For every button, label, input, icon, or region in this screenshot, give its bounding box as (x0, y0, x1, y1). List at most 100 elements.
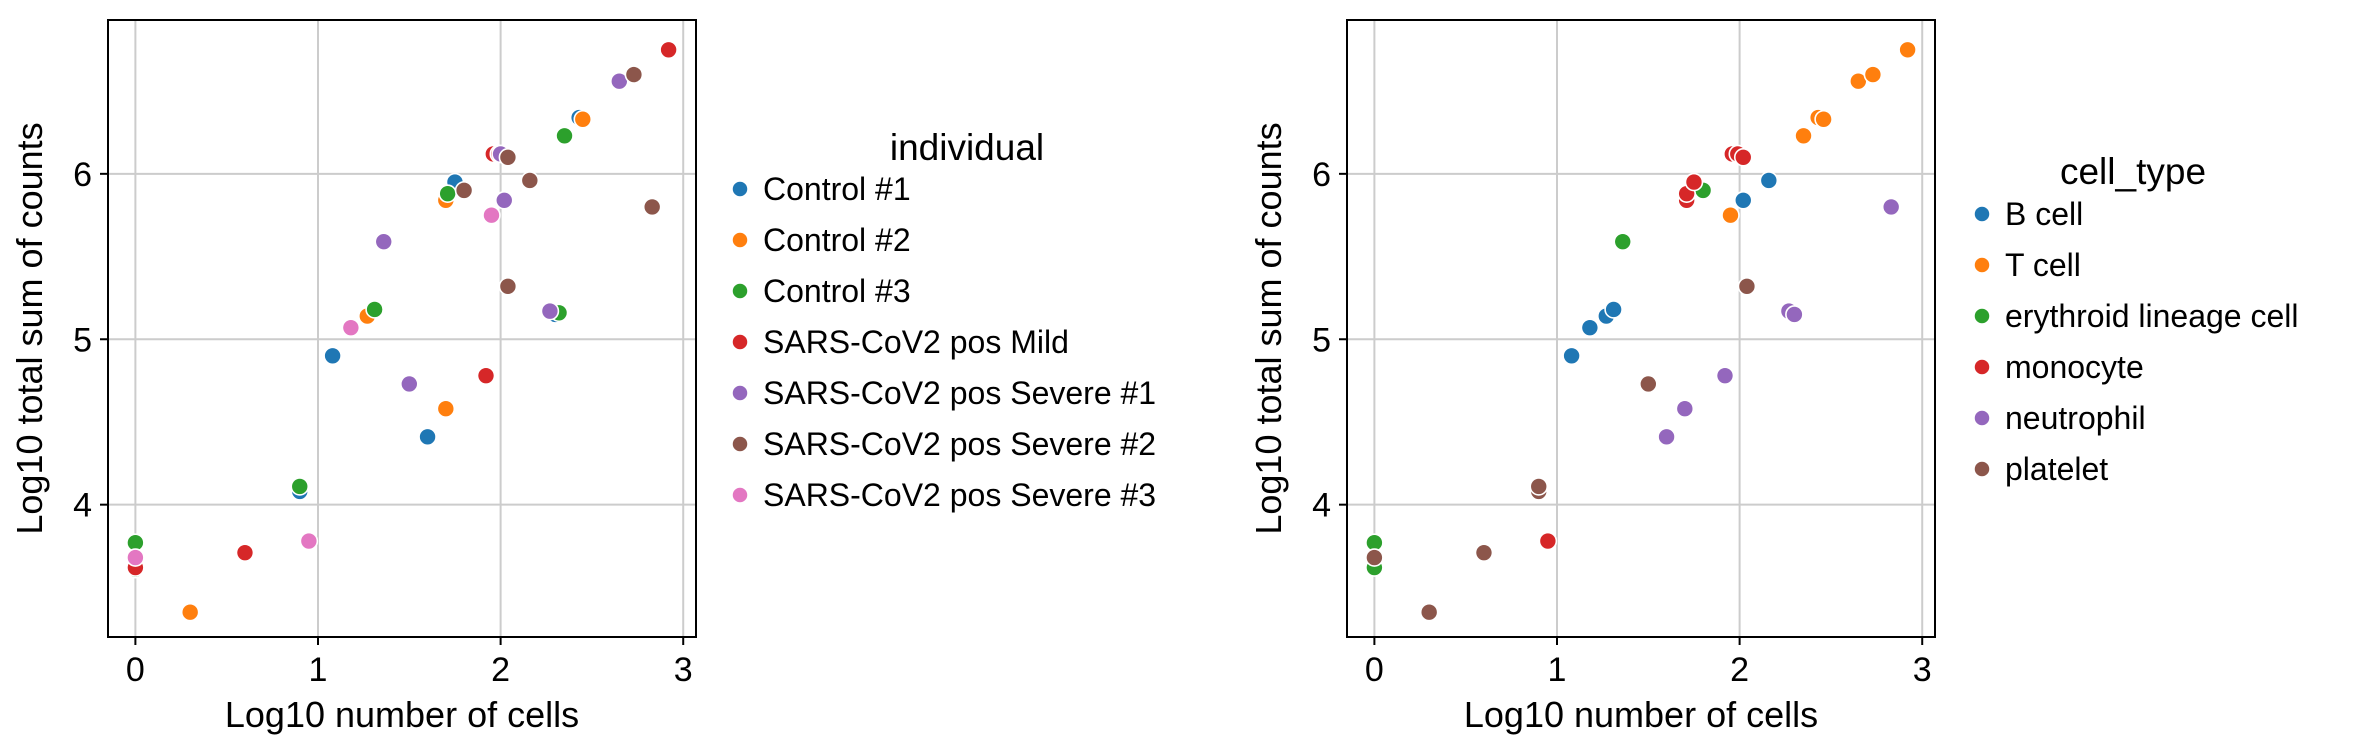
legend: cell_type B cell T cell erythroid lineage c… (1973, 151, 2299, 487)
x-tick-label: 3 (1913, 651, 1932, 689)
data-point (1684, 172, 1704, 192)
data-point (438, 184, 457, 203)
data-point (642, 197, 662, 217)
x-tick-label: 0 (126, 651, 145, 689)
data-point (374, 232, 394, 251)
y-axis-label: Log10 total sum of counts (9, 122, 50, 534)
legend-label: SARS-CoV2 pos Severe #2 (763, 426, 1156, 462)
chart-2: 0 1 2 3 4 5 6 Log10 number of cells Log10 total … (1248, 19, 2299, 735)
data-point (1733, 147, 1753, 167)
data-point (436, 399, 456, 419)
legend-label: Control #1 (763, 171, 911, 207)
data-point (1639, 374, 1658, 394)
data-point (1721, 205, 1740, 225)
data-point (180, 602, 200, 622)
data-point (1759, 171, 1779, 190)
legend-marker (731, 435, 749, 453)
data-point (1881, 197, 1901, 217)
legend-marker (1973, 460, 1991, 478)
data-point (476, 366, 496, 385)
data-point (1898, 40, 1917, 60)
x-tick-label: 2 (1730, 651, 1749, 689)
data-point (1675, 399, 1695, 419)
y-tick-label: 6 (73, 156, 92, 194)
legend-label: SARS-CoV2 pos Mild (763, 324, 1069, 360)
legend-marker (731, 333, 749, 351)
data-point (454, 181, 474, 200)
data-point (418, 427, 437, 447)
legend-marker (731, 384, 749, 402)
series-1 (1562, 171, 1779, 366)
data-point (659, 40, 678, 60)
chart-1: 0 1 2 3 4 5 6 Log10 number of cells Log10 total … (9, 19, 1156, 735)
legend-label: B cell (2005, 196, 2083, 232)
axes-frame (107, 19, 697, 638)
legend-marker (731, 180, 749, 198)
series-7 (126, 205, 501, 567)
y-tick-label: 4 (73, 487, 92, 525)
data-point (341, 318, 361, 337)
data-point (400, 374, 419, 394)
y-tick-label: 5 (1312, 321, 1331, 359)
data-point (1419, 602, 1439, 622)
data-point (498, 277, 518, 296)
y-tick-label: 5 (73, 321, 92, 359)
data-point (494, 191, 514, 210)
data-point (498, 147, 518, 167)
legend-label: Control #3 (763, 273, 911, 309)
data-point (1814, 109, 1833, 129)
series-1 (290, 108, 589, 501)
legend-marker (1973, 358, 1991, 376)
y-axis-label: Log10 total sum of counts (1248, 122, 1289, 534)
legend-title: individual (890, 127, 1044, 168)
legend-label: T cell (2005, 247, 2081, 283)
data-point (1580, 318, 1600, 337)
data-point (1733, 191, 1753, 210)
data-point (1737, 277, 1757, 296)
data-point (1785, 305, 1804, 324)
legend-label: monocyte (2005, 349, 2144, 385)
x-tick-label: 1 (309, 651, 328, 689)
data-point (555, 126, 574, 146)
x-tick-label: 1 (1548, 651, 1567, 689)
data-point (520, 171, 540, 190)
data-point (290, 477, 310, 496)
legend-marker (1973, 409, 1991, 427)
data-point (482, 205, 501, 225)
x-axis-label: Log10 number of cells (225, 694, 579, 735)
legend-label: neutrophil (2005, 400, 2146, 436)
legend-title: cell_type (2060, 151, 2206, 192)
data-point (1365, 548, 1384, 567)
y-tick-label: 6 (1312, 156, 1331, 194)
legend-label: erythroid lineage cell (2005, 298, 2299, 334)
series-3 (1365, 181, 1713, 577)
legend-label: SARS-CoV2 pos Severe #1 (763, 375, 1156, 411)
data-point (1538, 531, 1558, 551)
data-point (1613, 232, 1633, 251)
y-tick-label: 4 (1312, 487, 1331, 525)
data-point (1604, 300, 1623, 319)
legend-label: Control #2 (763, 222, 911, 258)
data-point (573, 109, 593, 129)
data-point (540, 301, 560, 321)
data-point (1794, 126, 1813, 146)
series-6 (1365, 277, 1757, 622)
data-point (1474, 543, 1494, 562)
data-point (1863, 65, 1883, 84)
data-point (126, 548, 145, 567)
legend-marker (731, 231, 749, 249)
legend-label: SARS-CoV2 pos Severe #3 (763, 477, 1156, 513)
legend-marker (1973, 307, 1991, 325)
legend-marker (731, 486, 749, 504)
series-4 (1538, 144, 1753, 551)
data-point (323, 346, 342, 366)
data-point (1562, 346, 1581, 366)
data-point (624, 65, 644, 84)
data-point (299, 531, 319, 551)
data-point (235, 543, 255, 562)
legend-marker (1973, 256, 1991, 274)
legend-marker (1973, 205, 1991, 223)
x-axis-label: Log10 number of cells (1464, 694, 1818, 735)
axes-frame (1346, 19, 1936, 638)
